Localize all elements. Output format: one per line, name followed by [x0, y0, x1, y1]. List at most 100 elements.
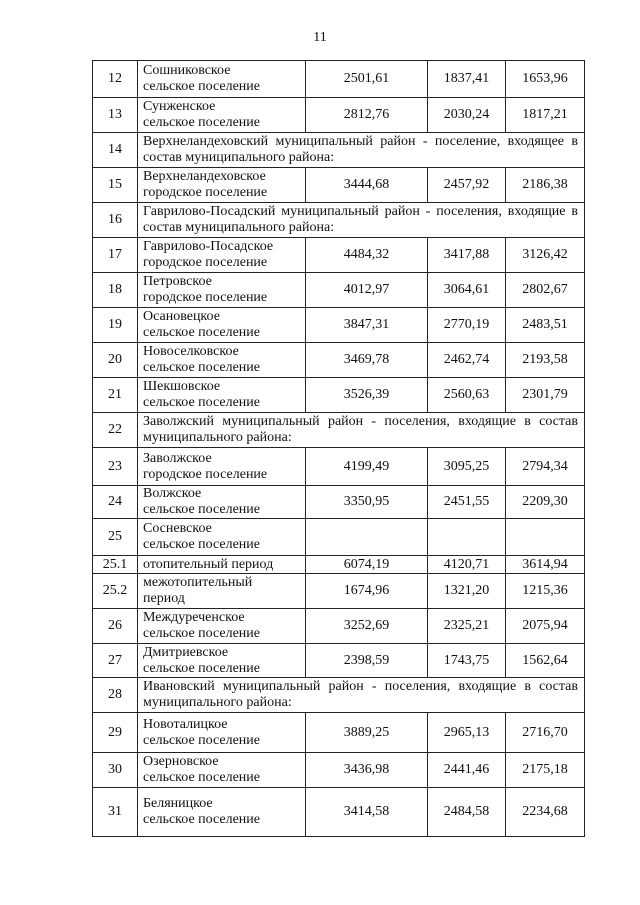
settlement-name: Сунженское сельское поселение: [137, 97, 306, 133]
settlement-name-line: сельское поселение: [143, 812, 260, 827]
value-cell: 3847,31: [305, 307, 428, 343]
row-number: 18: [92, 272, 138, 308]
value-cell: 3350,95: [305, 485, 428, 519]
settlement-name: Шекшовское сельское поселение: [137, 377, 306, 413]
value-cell: 3469,78: [305, 342, 428, 378]
row-number: 31: [92, 787, 138, 837]
table-row: 31 Беляницкое сельское поселение 3414,58 248…: [92, 787, 585, 837]
settlement-name-line: сельское поселение: [143, 115, 260, 130]
district-header-row: 28 Ивановский муниципальный район - посел…: [92, 677, 585, 713]
value-cell: 2501,61: [305, 60, 428, 98]
value-cell: 6074,19: [305, 555, 428, 574]
settlement-name-line: городское поселение: [143, 255, 268, 270]
district-header-row: 22 Заволжский муниципальный район - посел…: [92, 412, 585, 448]
value-cell: 2965,13: [427, 712, 506, 753]
row-number: 21: [92, 377, 138, 413]
settlement-name-line: Дмитриевское: [143, 644, 229, 660]
table-row: 12 Сошниковское сельское поселение 2501,61 1…: [92, 60, 585, 98]
value-cell: 2234,68: [505, 787, 585, 837]
value-cell: 3095,25: [427, 447, 506, 486]
settlement-name-line: Новоталицкое: [143, 716, 228, 732]
row-number: 13: [92, 97, 138, 133]
value-cell: 3526,39: [305, 377, 428, 413]
settlement-name-line: сельское поселение: [143, 502, 260, 517]
value-cell: 2770,19: [427, 307, 506, 343]
settlement-name-line: городское поселение: [143, 290, 268, 305]
settlement-name: межотопительный период: [137, 573, 306, 609]
row-number: 26: [92, 608, 138, 644]
value-cell: 2325,21: [427, 608, 506, 644]
settlement-name: Петровское городское поселение: [137, 272, 306, 308]
settlement-name-line: период: [143, 591, 185, 606]
table-row: 20 Новоселковское сельское поселение 3469,7…: [92, 342, 585, 378]
value-cell: 3614,94: [505, 555, 585, 574]
value-cell: 3252,69: [305, 608, 428, 644]
row-number: 16: [92, 202, 138, 238]
row-number: 22: [92, 412, 138, 448]
row-number: 25.1: [92, 555, 138, 574]
value-cell: 2457,92: [427, 167, 506, 203]
settlement-name: Сосневское сельское поселение: [137, 518, 306, 556]
row-number: 28: [92, 677, 138, 713]
row-number: 19: [92, 307, 138, 343]
settlement-name: Дмитриевское сельское поселение: [137, 643, 306, 678]
settlement-name-line: Заволжское: [143, 450, 212, 466]
district-header: Верхнеландеховский муниципальный район -…: [137, 132, 585, 168]
settlement-name-line: сельское поселение: [143, 79, 260, 94]
value-cell: [505, 518, 585, 556]
value-cell: 2030,24: [427, 97, 506, 133]
settlement-name-line: Верхнеландеховское: [143, 169, 266, 184]
settlement-name: Сошниковское сельское поселение: [137, 60, 306, 98]
table-row: 25.2 межотопительный период 1674,96 1321,20 1…: [92, 573, 585, 609]
value-cell: 1837,41: [427, 60, 506, 98]
settlement-name: Междуреченское сельское поселение: [137, 608, 306, 644]
table-row: 26 Междуреченское сельское поселение 3252,6…: [92, 608, 585, 644]
settlement-name: Озерновское сельское поселение: [137, 752, 306, 788]
settlement-name-line: Сошниковское: [143, 63, 231, 78]
value-cell: 4120,71: [427, 555, 506, 574]
value-cell: 1215,36: [505, 573, 585, 609]
settlement-name-line: городское поселение: [143, 466, 268, 482]
row-number: 29: [92, 712, 138, 753]
settlement-name-line: сельское поселение: [143, 325, 260, 340]
value-cell: 2802,67: [505, 272, 585, 308]
settlement-name: Волжское сельское поселение: [137, 485, 306, 519]
row-number: 12: [92, 60, 138, 98]
table-row: 25 Сосневское сельское поселение: [92, 518, 585, 556]
table-row: 29 Новоталицкое сельское поселение 3889,25 2…: [92, 712, 585, 753]
settlement-name-line: сельское поселение: [143, 360, 260, 375]
settlement-name: Беляницкое сельское поселение: [137, 787, 306, 837]
settlement-name-line: Шекшовское: [143, 379, 221, 394]
settlement-name-line: межотопительный: [143, 575, 253, 590]
page-number: 11: [313, 30, 327, 45]
settlement-name: Верхнеландеховское городское поселение: [137, 167, 306, 203]
value-cell: 1653,96: [505, 60, 585, 98]
value-cell: 3126,42: [505, 237, 585, 273]
table-row: 27 Дмитриевское сельское поселение 2398,59 1…: [92, 643, 585, 678]
value-cell: 2484,58: [427, 787, 506, 837]
value-cell: 2193,58: [505, 342, 585, 378]
settlement-name: отопительный период: [137, 555, 306, 574]
value-cell: 2462,74: [427, 342, 506, 378]
value-cell: 1321,20: [427, 573, 506, 609]
row-number: 25.2: [92, 573, 138, 609]
value-cell: 4199,49: [305, 447, 428, 486]
row-number: 25: [92, 518, 138, 556]
value-cell: 1817,21: [505, 97, 585, 133]
settlement-name-line: сельское поселение: [143, 537, 260, 552]
row-number: 24: [92, 485, 138, 519]
table-row: 25.1 отопительный период 6074,19 4120,71 361…: [92, 555, 585, 574]
value-cell: 2186,38: [505, 167, 585, 203]
settlement-name-line: Сосневское: [143, 521, 212, 536]
value-cell: 3414,58: [305, 787, 428, 837]
settlement-name: Заволжское городское поселение: [137, 447, 306, 486]
value-cell: 2483,51: [505, 307, 585, 343]
table-row: 30 Озерновское сельское поселение 3436,98 24…: [92, 752, 585, 788]
value-cell: 2560,63: [427, 377, 506, 413]
district-header: Заволжский муниципальный район - поселен…: [137, 412, 585, 448]
value-cell: 2812,76: [305, 97, 428, 133]
district-header: Ивановский муниципальный район - поселен…: [137, 677, 585, 713]
row-number: 15: [92, 167, 138, 203]
row-number: 17: [92, 237, 138, 273]
value-cell: 2794,34: [505, 447, 585, 486]
